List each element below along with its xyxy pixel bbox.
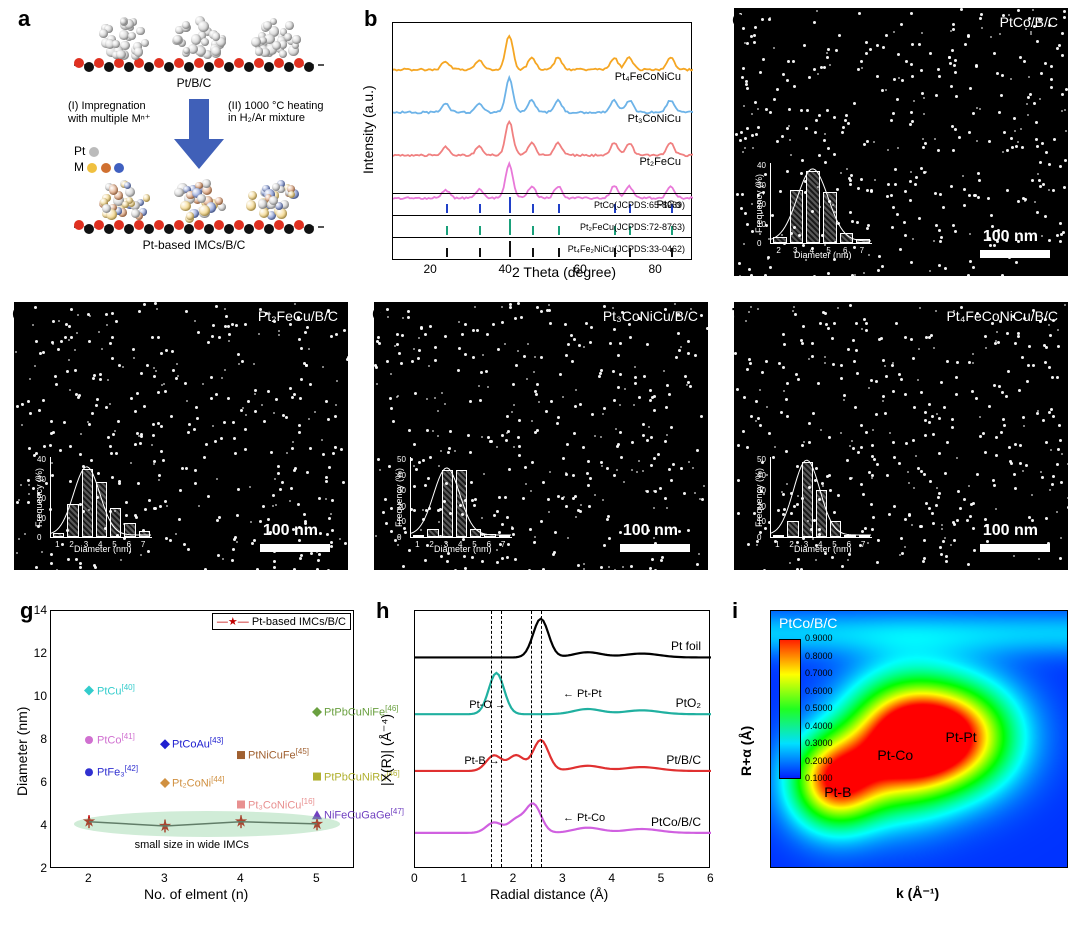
panel-b-label: b [364,6,377,32]
colorbar-tick: 0.3000 [805,738,833,748]
i-title: PtCo/B/C [779,615,837,631]
colorbar-tick: 0.8000 [805,651,833,661]
scale-bar-label: 100 nm [983,522,1038,540]
hist-inset: 010203040501234567Frequency (%)Diameter … [752,457,872,552]
tem-title: Pt₂FeCu/B/C [258,308,338,324]
xrd-frame: Pt₄FeCoNiCuPt₃CoNiCuPt₂FeCuPtCoPt₄Fe₂NiC… [392,22,692,260]
tem-image: Pt₂FeCu/B/C 100 nm 0102030401234567Frequen… [14,302,348,570]
scale-bar-label: 100 nm [983,228,1038,246]
i-xlabel: k (Å⁻¹) [896,885,939,902]
h-annotation: ← Pt-Pt [563,688,602,700]
xrd-curve-label: Pt₄FeCoNiCu [615,71,681,83]
schem-step2: (II) 1000 °C heatingin H₂/Ar mixture [228,100,348,124]
g-frame: ★★★★ PtCu[40]PtCo[41]PtFe₃[42]PtCoAu[43]… [50,610,354,868]
panel-e-label: e [372,300,384,326]
g-xlabel: No. of elment (n) [144,886,248,902]
panel-d-label: d [12,300,25,326]
i-ylabel: R+α (Å) [738,726,754,776]
g-point-label: PtNiCuFe[45] [248,747,309,762]
scale-bar [260,544,330,552]
h-xlabel: Radial distance (Å) [490,886,608,902]
g-ylabel: Diameter (nm) [14,707,30,796]
xrd-ref-label: Pt₄Fe₂NiCu(JCPDS:33-0462) [568,244,685,254]
scale-bar [980,250,1050,258]
tem-image: Pt₃CoNiCu/B/C 100 nm 010203040501234567Fre… [374,302,708,570]
scale-bar [980,544,1050,552]
xrd-ref-label: PtCo(JCPDS:65-8969) [594,200,685,210]
schem-step1: (I) Impregnationwith multiple Mⁿ⁺ [68,100,168,125]
xrd-ref-label: Pt₂FeCu(JCPDS:72-8763) [580,222,685,232]
colorbar-tick: 0.1000 [805,773,833,783]
g-point-label: PtCoAu[43] [172,736,223,751]
h-annotation: ← Pt-Co [563,812,605,824]
schem-bot-label: Pt-based IMCs/B/C [54,238,334,252]
g-point-label: PtCo[41] [97,732,135,747]
g-ellipse-text: small size in wide IMCs [135,839,249,851]
h-frame: Pt foil PtO₂ Pt/B/C PtCo/B/C Pt-O → ← Pt-Pt Pt… [414,610,710,868]
panel-f-label: f [732,300,739,326]
h-ylabel: |X(R)| (Å⁻⁴) [378,714,395,786]
hist-inset: 010203040234567Frequency (%)Diameter (nm… [752,163,872,258]
i-frame: PtCo/B/C 0.1000 0.2000 0.3000 0.4000 0.5000 0.… [770,610,1068,868]
g-point-label: Pt₃CoNiCu[16] [248,797,315,812]
schem-legend-m: M [74,160,124,174]
panel-g: g Diameter (nm) No. of elment (n) ★★★★ P… [14,596,358,902]
tem-image: PtCo/B/C 100 nm 010203040234567Frequency (… [734,8,1068,276]
hist-inset: 010203040501234567Frequency (%)Diameter … [392,457,512,552]
tem-title: PtCo/B/C [1000,14,1058,30]
tem-title: Pt₃CoNiCu/B/C [603,308,698,324]
i-annotation: Pt-B [824,784,851,800]
g-point-label: PtCu[40] [97,683,135,698]
panel-e: Pt₃CoNiCu/B/C 100 nm 010203040501234567Fre… [374,302,708,570]
colorbar-tick: 0.6000 [805,686,833,696]
h-annotation: Pt-O → [469,699,506,711]
colorbar-tick: 0.2000 [805,756,833,766]
xrd-curve-label: Pt₂FeCu [639,156,681,168]
colorbar [779,639,801,779]
xrd-xlabel: 2 Theta (degree) [512,264,616,304]
panel-h: h |X(R)| (Å⁻⁴) Radial distance (Å) Pt fo… [370,596,714,902]
panel-f: Pt₄FeCoNiCu/B/C 100 nm 010203040501234567F… [734,302,1068,570]
xrd-ylabel: Intensity (a.u.) [360,85,376,174]
panel-b: b Pt₄FeCoNiCuPt₃CoNiCuPt₂FeCuPtCoPt₄Fe₂N… [360,4,710,280]
schem-arrow [174,99,224,174]
colorbar-tick: 0.9000 [805,633,833,643]
scale-bar [620,544,690,552]
i-annotation: Pt-Co [877,747,913,763]
colorbar-tick: 0.4000 [805,721,833,731]
panel-c-label: c [732,6,744,32]
h-annotation: Pt-B → [464,755,499,767]
scale-bar-label: 100 nm [263,522,318,540]
g-legend: —★— Pt-based IMCs/B/C [212,613,351,630]
g-point-label: PtFe₃[42] [97,764,138,779]
h-curve-label: Pt foil [671,639,701,653]
h-curve-label: Pt/B/C [666,753,701,767]
colorbar-tick: 0.7000 [805,668,833,678]
xrd-curve-label: Pt₃CoNiCu [628,113,681,125]
panel-c: PtCo/B/C 100 nm 010203040234567Frequency (… [734,8,1068,276]
h-curve-label: PtCo/B/C [651,815,701,829]
h-curve-label: PtO₂ [676,696,701,710]
panel-g-label: g [20,598,33,624]
tem-image: Pt₄FeCoNiCu/B/C 100 nm 010203040501234567F… [734,302,1068,570]
scale-bar-label: 100 nm [623,522,678,540]
panel-d: Pt₂FeCu/B/C 100 nm 0102030401234567Frequen… [14,302,348,570]
panel-a-label: a [18,6,30,32]
g-point-label: Pt₂CoNi[44] [172,775,224,790]
hist-inset: 0102030401234567Frequency (%)Diameter (n… [32,457,152,552]
panel-i-label: i [732,598,738,624]
schem-top-label: Pt/B/C [54,76,334,90]
panel-i: i R+α (Å) k (Å⁻¹) PtCo/B/C 0.1000 0.2000 0.… [726,596,1072,902]
colorbar-tick: 0.5000 [805,703,833,713]
i-annotation: Pt-Pt [946,729,977,745]
schem-legend-pt: Pt [74,144,99,158]
tem-title: Pt₄FeCoNiCu/B/C [946,308,1058,324]
panel-h-label: h [376,598,389,624]
panel-a: a Pt/B/C (I) Impregnationwith multiple M… [14,4,344,274]
